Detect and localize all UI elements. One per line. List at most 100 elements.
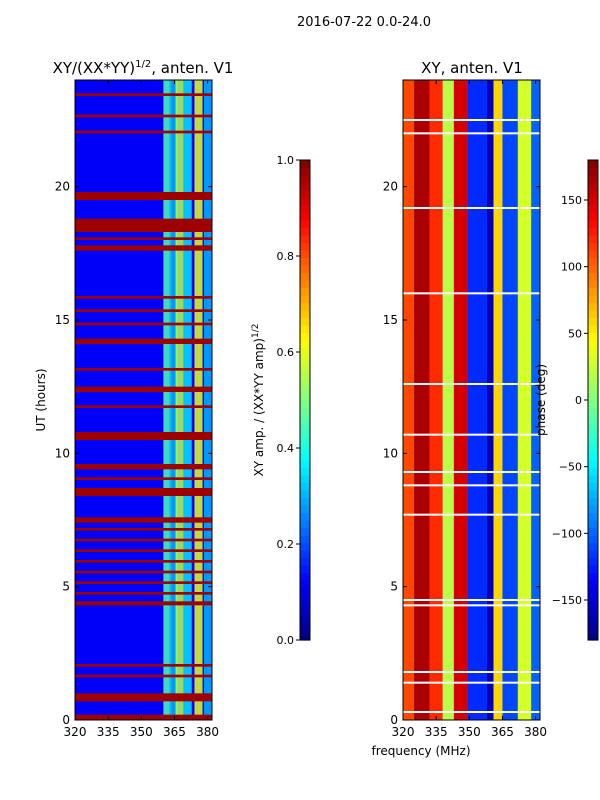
colorbar-swatch [300,490,310,499]
heatmap-saturated-band [75,488,212,496]
colorbar-swatch [300,257,310,266]
colorbar-swatch [588,257,598,266]
colorbar-swatch [588,182,598,191]
colorbar-swatch [588,385,598,394]
colorbar-swatch [588,632,598,641]
phase-panel: XY, anten. V1 320 335 350 365 380 0 5 10 15 20 [383,59,547,739]
y-tick-label: 15 [383,313,398,327]
colorbar-swatch [588,227,598,236]
colorbar-swatch [588,377,598,386]
right-axes-frame [402,79,541,721]
x-tick-label: 365 [163,725,186,739]
colorbar-tick-label: 0 [575,394,582,407]
phase-segment [453,80,468,720]
colorbar-swatch [300,385,310,394]
colorbar-tick-label: 100 [561,261,582,274]
left-axes-ticks: 320 335 350 365 380 0 5 10 15 20 [55,80,219,739]
left-heatmap [75,80,212,720]
phase-segment [486,80,494,720]
heatmap-saturated-band [75,477,212,480]
colorbar-swatch [588,265,598,274]
phase-segment [467,80,487,720]
colorbar-swatch [588,242,598,251]
phase-data-gap [403,383,540,385]
colorbar-frame [299,159,311,641]
heatmap-saturated-band [75,386,212,392]
colorbar-swatch [588,617,598,626]
colorbar-swatch [588,565,598,574]
x-tick-label: 365 [491,725,514,739]
phase-data-gap [403,471,540,473]
x-tick-label: 350 [458,725,481,739]
colorbar-swatch [300,542,310,551]
colorbar-swatch [300,445,310,454]
colorbar-swatch [300,400,310,409]
heatmap-saturated-band [75,192,212,200]
colorbar-swatch [300,212,310,221]
shared-x-axis-label: frequency (MHz) [371,744,470,758]
colorbar-swatch [300,242,310,251]
left-y-axis-label: UT (hours) [34,368,48,431]
amplitude-colorbar-label: XY amp. / (XX*YY amp)1/2 [251,324,266,477]
heatmap-saturated-band [75,674,212,678]
heatmap-saturated-band [75,405,212,408]
heatmap-saturated-band [75,517,212,523]
heatmap-saturated-band [75,322,212,326]
heatmap-saturated-band [75,601,212,606]
colorbar-swatch [588,595,598,604]
colorbar-swatch [588,197,598,206]
colorbar-swatch [588,407,598,416]
heatmap-saturated-band [75,432,212,440]
x-tick-label: 335 [425,725,448,739]
figure-suptitle: 2016-07-22 0.0-24.0 [297,15,431,30]
colorbar-swatch [300,475,310,484]
colorbar-swatch [300,610,310,619]
colorbar-swatch [588,160,598,169]
heatmap-saturated-band [75,338,212,344]
colorbar-swatch [300,497,310,506]
colorbar-swatch [588,587,598,596]
colorbar-swatch [588,332,598,341]
colorbar-swatch [588,175,598,184]
phase-data-gap [403,119,540,121]
colorbar-swatch [588,580,598,589]
colorbar-swatch [588,220,598,229]
x-tick-label: 335 [97,725,120,739]
phase-data-gap [403,599,540,601]
heatmap-saturated-band [75,245,212,251]
colorbar-swatch [300,167,310,176]
left-axes-frame [74,79,213,721]
phase-data-gap [403,604,540,607]
colorbar-tick-label: −150 [552,594,582,607]
colorbar-swatch [300,505,310,514]
colorbar-swatch [588,490,598,499]
colorbar-swatch [300,520,310,529]
heatmap-saturated-band [75,549,212,552]
heatmap-saturated-band [75,114,212,118]
colorbar-swatch [588,280,598,289]
colorbar-swatch [300,265,310,274]
y-tick-label: 10 [55,446,70,460]
colorbar-swatch [300,235,310,244]
phase-colorbar-label: phase (deg) [534,364,548,436]
colorbar-swatch [300,340,310,349]
colorbar-swatch [300,467,310,476]
colorbar-swatch [300,437,310,446]
colorbar-swatch [588,347,598,356]
colorbar-swatch [300,302,310,311]
colorbar-swatch [588,370,598,379]
amplitude-ratio-panel: XY/(XX*YY)1/2, anten. V1 320 335 350 365 380… [34,59,233,739]
phase-data-gap [403,671,540,673]
colorbar-swatch [588,235,598,244]
colorbar-swatch [300,625,310,634]
colorbar-swatch [300,190,310,199]
heatmap-high-band-stripe [183,80,192,720]
colorbar-swatch [300,452,310,461]
colorbar-swatch [300,527,310,536]
colorbar-swatch [300,332,310,341]
colorbar-swatch [588,512,598,521]
heatmap-saturated-band [75,309,212,312]
colorbar-swatch [300,362,310,371]
colorbar-swatch [300,430,310,439]
y-tick-label: 5 [62,580,70,594]
